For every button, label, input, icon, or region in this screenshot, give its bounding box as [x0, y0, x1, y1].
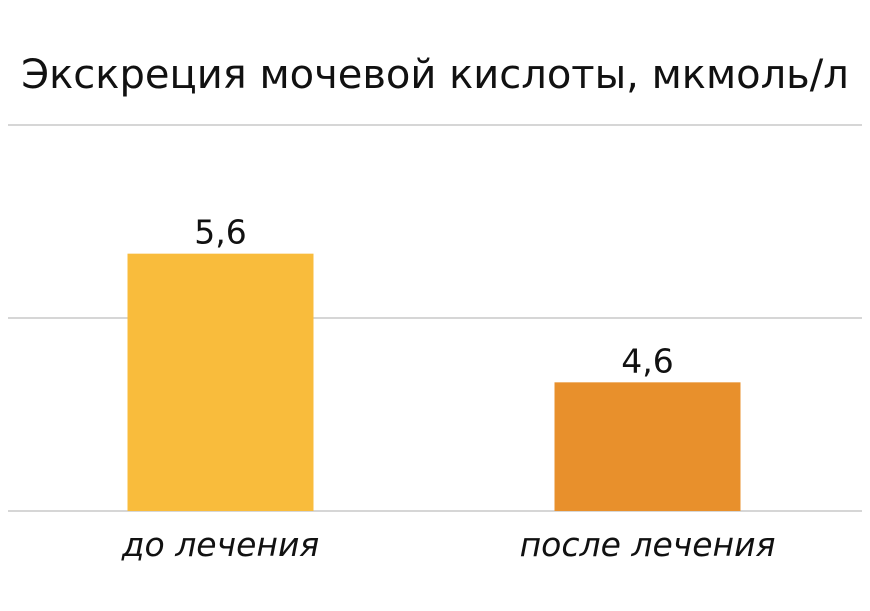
value-label-0: 5,6 [194, 213, 246, 252]
chart-title: Экскреция мочевой кислоты, мкмоль/л [21, 52, 849, 98]
value-labels-group: 5,6 4,6 [194, 213, 673, 381]
bars-group [127, 253, 741, 511]
value-label-1: 4,6 [621, 341, 673, 380]
category-labels-group: до лечения после лечения [121, 525, 776, 564]
category-label-0: до лечения [121, 525, 320, 564]
bar-0 [127, 253, 314, 511]
bar-1 [554, 382, 741, 511]
category-label-1: после лечения [520, 525, 776, 564]
